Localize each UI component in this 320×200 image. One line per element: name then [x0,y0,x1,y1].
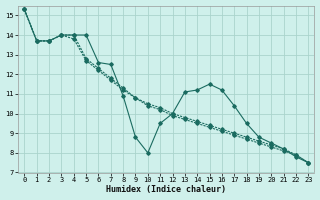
X-axis label: Humidex (Indice chaleur): Humidex (Indice chaleur) [106,185,226,194]
